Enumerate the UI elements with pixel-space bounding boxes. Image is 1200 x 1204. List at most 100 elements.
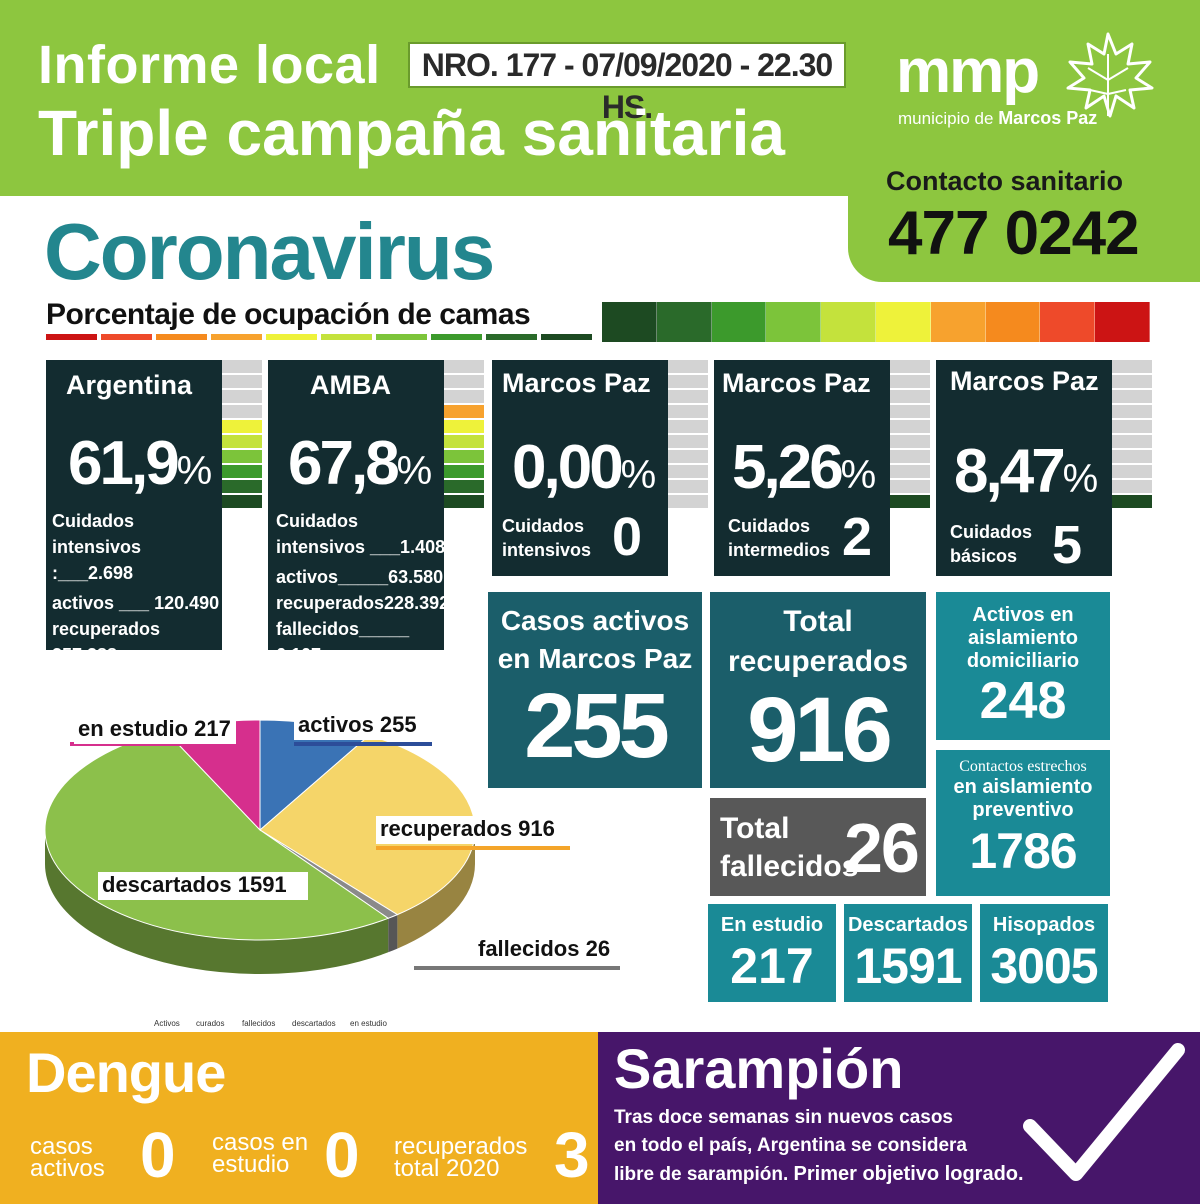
- gauge-segment: [668, 405, 708, 420]
- region-name: Argentina: [66, 370, 193, 400]
- report-number-badge: NRO. 177 - 07/09/2020 - 22.30 HS.: [408, 42, 846, 125]
- in-study-label: En estudio: [720, 914, 824, 936]
- occupancy-gauge-intensive: [668, 360, 708, 510]
- gauge-segment: [668, 375, 708, 390]
- gauge-segment: [668, 435, 708, 450]
- local-panel-name: Marcos Paz: [950, 366, 1099, 396]
- gauge-segment: [1112, 390, 1152, 405]
- gauge-segment: [890, 390, 930, 405]
- underline-segment: [541, 334, 592, 340]
- total-recovered-box: Total recuperados 916: [710, 592, 926, 788]
- local-bed-count: 0: [612, 507, 643, 567]
- scale-segment: [985, 302, 1041, 342]
- scale-segment: [711, 302, 767, 342]
- gauge-segment: [668, 480, 708, 495]
- dengue-title: Dengue: [26, 1041, 226, 1104]
- label-line: Total: [720, 812, 790, 845]
- bed-type-line: Cuidados: [502, 516, 585, 536]
- cases-pie-chart: activos 255 recuperados 916 fallecidos 26 d…: [44, 712, 620, 1028]
- label-line: casos: [30, 1133, 93, 1160]
- active-cases-box: Casos activos en Marcos Paz 255: [488, 592, 702, 788]
- active-cases-value: 255: [524, 675, 670, 777]
- home-isolation-value: 248: [979, 672, 1067, 730]
- report-title: Informe local: [38, 35, 381, 95]
- stat-line: fallecidos____ 10.129: [52, 671, 176, 717]
- scale-segment: [1040, 302, 1096, 342]
- gauge-segment: [222, 465, 262, 480]
- stat-line: fallecidos_____ 6.107: [276, 619, 410, 665]
- pie-label: en estudio 217: [78, 716, 231, 741]
- gauge-segment: [1112, 465, 1152, 480]
- scale-segment: [602, 302, 657, 342]
- pie-label-bg: [98, 872, 308, 900]
- close-contacts-value: 1786: [969, 823, 1077, 879]
- bed-type-line: Cuidados: [728, 516, 811, 536]
- text-line: libre de sarampión. Primer objetivo logr…: [614, 1160, 1034, 1189]
- home-isolation-label: Activos en aislamiento domiciliario: [936, 604, 1110, 673]
- label-line: en Marcos Paz: [497, 643, 693, 674]
- text-bold: Primer objetivo logrado.: [793, 1163, 1024, 1185]
- checkmark-icon: [1023, 1043, 1185, 1181]
- measles-text: Tras doce semanas sin nuevos casos en to…: [614, 1104, 1034, 1189]
- dengue-recovered-value: 3: [554, 1119, 590, 1191]
- dengue-study-value: 0: [324, 1119, 360, 1191]
- region-occupancy-percent: 61,9%: [68, 428, 212, 499]
- gauge-segment: [444, 405, 484, 420]
- scale-segment: [766, 302, 822, 342]
- region-occupancy-percent: 67,8%: [288, 428, 432, 499]
- underline-segment: [321, 334, 372, 340]
- stat-line: Cuidados: [276, 511, 359, 531]
- municipality-name: municipio de Marcos Paz: [898, 108, 1097, 129]
- legend-item: Activos: [154, 1019, 180, 1028]
- underline-segment: [376, 334, 427, 340]
- contact-label: Contacto sanitario: [886, 166, 1124, 196]
- bed-type-line: intermedios: [728, 540, 831, 560]
- label-line: fallecidos: [720, 850, 859, 883]
- underline-segment: [211, 334, 262, 340]
- label-line: aislamiento: [967, 627, 1079, 649]
- label-line: Activos en: [972, 604, 1074, 626]
- occupancy-color-scale: [602, 302, 1150, 342]
- gauge-segment: [444, 360, 484, 375]
- gauge-segment: [222, 450, 262, 465]
- bed-type-line: intensivos: [502, 540, 592, 560]
- gauge-segment: [1112, 480, 1152, 495]
- gauge-segment: [890, 450, 930, 465]
- close-contacts-label-1: Contactos estrechos: [959, 758, 1087, 775]
- occupancy-gauge-basic: [1112, 360, 1152, 510]
- gauge-segment: [222, 495, 262, 510]
- gauge-segment: [1112, 435, 1152, 450]
- local-bed-panel-intermediate: [714, 360, 890, 576]
- gauge-segment: [222, 480, 262, 495]
- text-line: Tras doce semanas sin nuevos casos: [614, 1107, 954, 1128]
- gauge-segment: [1112, 495, 1152, 510]
- campaign-title: Triple campaña sanitaria: [38, 97, 785, 169]
- local-panel-name: Marcos Paz: [502, 368, 651, 398]
- gauge-segment: [668, 495, 708, 510]
- percent-sign: %: [840, 453, 877, 497]
- leaf-icon: [1066, 32, 1154, 118]
- stat-line: intensivos ___1.408: [276, 537, 446, 557]
- label-line: estudio: [212, 1151, 290, 1178]
- swabs-box: Hisopados 3005: [980, 904, 1108, 1002]
- scale-segment: [821, 302, 876, 342]
- total-deaths-label: Total fallecidos: [720, 810, 858, 886]
- gauge-segment: [222, 375, 262, 390]
- label-line: Casos activos: [500, 605, 690, 636]
- gauge-segment: [1112, 375, 1152, 390]
- local-bed-panel-basic: [936, 360, 1112, 576]
- label-line: total 2020: [394, 1155, 500, 1182]
- local-occupancy-percent: 5,26%: [732, 432, 876, 503]
- measles-title: Sarampión: [614, 1037, 904, 1100]
- stat-line: recuperados 357.388: [52, 619, 161, 665]
- region-panel-amba: [268, 360, 444, 650]
- local-panel-name: Marcos Paz: [722, 368, 871, 398]
- gauge-segment: [890, 480, 930, 495]
- label-line: recuperados: [727, 645, 909, 678]
- measles-section: [598, 1032, 1200, 1204]
- gauge-segment: [1112, 360, 1152, 375]
- text-line: en todo el país, Argentina se considera: [614, 1135, 967, 1156]
- local-bed-panel-intensive: [492, 360, 668, 576]
- label-line: domiciliario: [966, 650, 1080, 672]
- gauge-segment: [890, 420, 930, 435]
